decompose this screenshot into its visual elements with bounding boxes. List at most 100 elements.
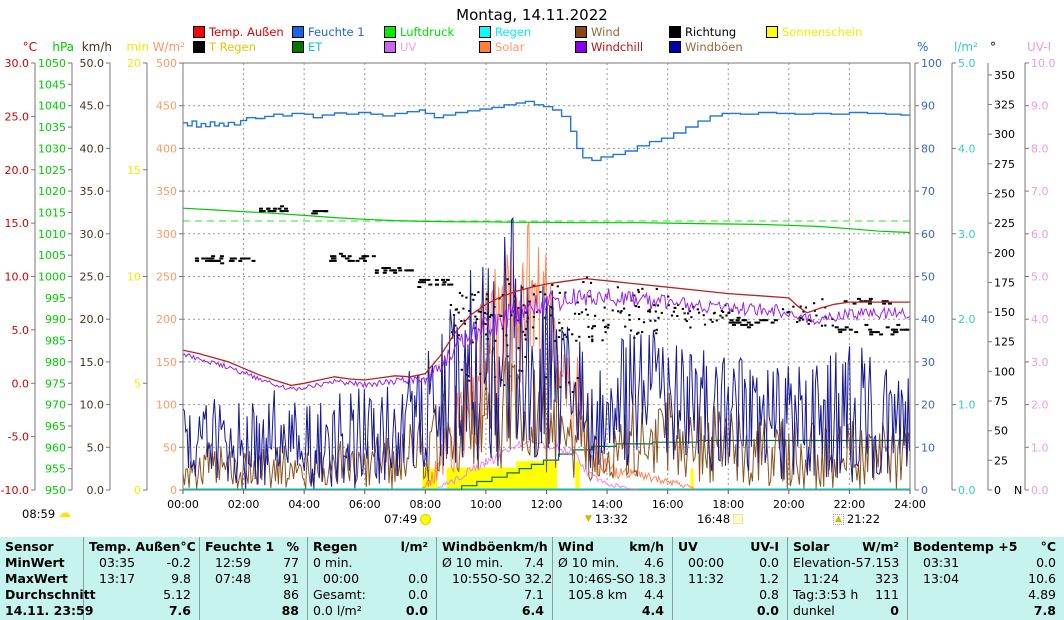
direction-dot xyxy=(616,286,619,289)
direction-dot xyxy=(488,315,492,318)
svg-text:20: 20 xyxy=(921,399,935,412)
direction-dot xyxy=(219,257,224,260)
legend-swatch-regen xyxy=(479,26,491,38)
direction-dot xyxy=(617,310,620,313)
direction-dot xyxy=(393,271,398,274)
direction-dot xyxy=(655,332,658,335)
direction-dot xyxy=(837,328,842,331)
table-cell-value: °C xyxy=(180,539,196,554)
direction-dot xyxy=(544,376,547,379)
direction-dot xyxy=(392,269,397,272)
table-cell-label: MinWert xyxy=(5,555,65,570)
direction-dot xyxy=(463,322,466,325)
svg-text:175: 175 xyxy=(994,276,1015,289)
table-cell-value: l/m² xyxy=(400,539,428,554)
direction-dot xyxy=(801,318,805,321)
direction-dot xyxy=(477,310,480,313)
direction-dot xyxy=(688,310,691,313)
svg-text:10: 10 xyxy=(921,441,935,454)
direction-dot xyxy=(564,291,567,294)
x-tick-label: 06:00 xyxy=(349,498,381,511)
svg-text:500: 500 xyxy=(156,57,177,70)
table-col-uv: UV UV-I 00:00 0.0 11:32 1.2 0.8 0.0 xyxy=(673,537,788,620)
axis-temp: °C -10.0 -5.0 0.0 5.0 10.0 15.0 20.0 25.0 30.0 xyxy=(1,40,37,497)
axis-label-pct: % xyxy=(917,40,928,54)
direction-dot xyxy=(601,339,604,342)
svg-text:4.0: 4.0 xyxy=(958,142,976,155)
table-cell-value: 6.4 xyxy=(521,603,544,618)
direction-dot xyxy=(241,257,246,260)
direction-dot xyxy=(657,316,660,319)
direction-dot xyxy=(885,326,890,329)
direction-dot xyxy=(280,205,285,208)
direction-dot xyxy=(454,308,457,311)
direction-dot xyxy=(523,333,527,336)
direction-dot xyxy=(648,310,652,313)
svg-text:0.0: 0.0 xyxy=(1031,484,1049,497)
table-row: 6.4 xyxy=(442,603,544,619)
x-tick-label: 24:00 xyxy=(894,498,926,511)
direction-dot xyxy=(894,331,899,334)
table-cell-label: 12:59 xyxy=(215,555,252,570)
svg-text:80: 80 xyxy=(921,142,935,155)
direction-dot xyxy=(736,316,741,319)
direction-dot xyxy=(781,308,785,311)
svg-text:100: 100 xyxy=(921,57,942,70)
direction-dot xyxy=(563,333,567,336)
x-tick-label: 14:00 xyxy=(591,498,623,511)
svg-text:3.0: 3.0 xyxy=(1031,356,1049,369)
direction-dot xyxy=(800,317,803,320)
direction-dot xyxy=(647,310,650,313)
table-row: Ø 10 min. 7.4 xyxy=(442,555,544,571)
svg-text:0: 0 xyxy=(994,484,1001,497)
direction-dot xyxy=(759,319,764,322)
legend-swatch-et xyxy=(292,41,304,53)
direction-dot xyxy=(721,316,724,319)
table-cell-label: Temp. Außen xyxy=(89,539,181,554)
direction-dot xyxy=(408,269,413,272)
svg-text:980: 980 xyxy=(45,356,66,369)
table-row: 4.4 xyxy=(558,603,664,619)
table-row: 7.6 xyxy=(89,603,191,619)
direction-dot xyxy=(522,304,525,307)
direction-dot xyxy=(842,328,847,331)
direction-dot xyxy=(628,318,631,321)
svg-text:350: 350 xyxy=(994,69,1015,82)
table-cell-value: 111 xyxy=(875,587,899,602)
table-cell-label: 03:35 xyxy=(99,555,136,570)
direction-dot xyxy=(821,298,824,301)
table-cell-label: Regen xyxy=(313,539,358,554)
direction-dot xyxy=(371,255,376,258)
direction-dot xyxy=(465,296,468,299)
table-col-wind: Wind km/h Ø 10 min. 4.6 10:46 S-SO 18.3 105.8 … xyxy=(553,537,673,620)
svg-text:50: 50 xyxy=(994,425,1008,438)
table-row: 00:00 0.0 xyxy=(313,571,428,587)
direction-dot xyxy=(532,293,535,296)
legend-label: Temp. Außen xyxy=(209,25,284,39)
direction-dot xyxy=(611,309,614,312)
direction-dot xyxy=(808,319,811,321)
direction-dot xyxy=(312,210,317,213)
direction-dot xyxy=(840,328,845,331)
svg-text:10: 10 xyxy=(127,271,141,284)
table-cell-label: 13:04 xyxy=(923,571,960,586)
direction-dot xyxy=(882,302,887,305)
table-cell-value: 323 xyxy=(875,571,899,586)
svg-text:450: 450 xyxy=(156,100,177,113)
direction-dot xyxy=(500,315,503,317)
table-col-windboeen: Windböen km/h Ø 10 min. 7.4 10:55 O-SO 32.2 7.… xyxy=(437,537,553,620)
legend-item-luftdruck: Luftdruck xyxy=(384,26,454,38)
direction-dot xyxy=(259,210,264,213)
svg-text:250: 250 xyxy=(156,271,177,284)
direction-dot xyxy=(462,307,465,310)
table-row: Regen l/m² xyxy=(313,539,428,555)
direction-dot xyxy=(381,267,386,269)
direction-dot xyxy=(484,323,487,326)
svg-text:0: 0 xyxy=(170,484,177,497)
table-row: 03:35 -0.2 xyxy=(89,555,191,571)
svg-text:250: 250 xyxy=(994,187,1015,200)
direction-dot xyxy=(619,311,622,314)
legend-item-regen: Regen xyxy=(479,26,531,38)
direction-dot xyxy=(490,313,493,316)
direction-dot xyxy=(655,288,658,290)
